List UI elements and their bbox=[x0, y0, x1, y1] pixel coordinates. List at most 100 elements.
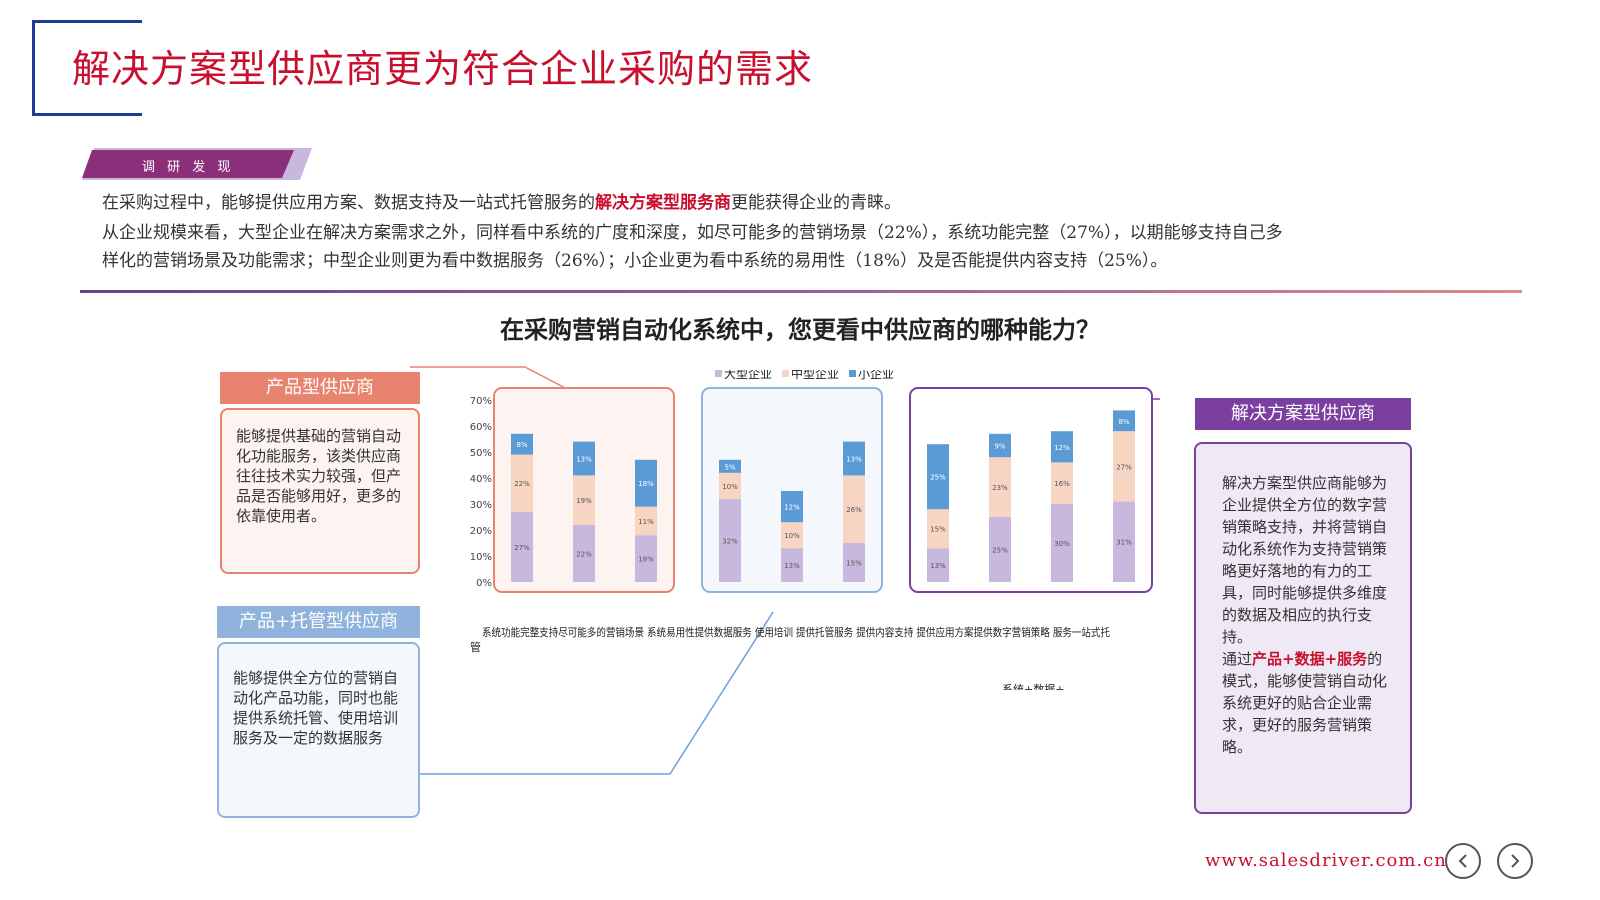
stacked-bar-chart: 0% 10% 20% 30% 40% 50% 60% 70% 大型企业 中型企业 小企业 27% 22%… bbox=[470, 370, 1153, 690]
y-tick-label: 50% bbox=[470, 448, 492, 459]
data-label: 10% bbox=[722, 483, 738, 491]
title-frame-bottom bbox=[32, 113, 142, 116]
y-tick-label: 60% bbox=[470, 422, 492, 433]
bar-segment bbox=[511, 454, 533, 512]
section-tag-banner bbox=[82, 148, 312, 180]
data-label: 15% bbox=[846, 560, 862, 568]
bar-segment bbox=[635, 535, 657, 582]
bar-segment bbox=[927, 509, 949, 549]
data-label: 8% bbox=[1118, 418, 1129, 426]
legend-swatch bbox=[782, 370, 789, 377]
bar-segment bbox=[927, 548, 949, 582]
bar-segment bbox=[781, 491, 803, 523]
bar-segment bbox=[781, 522, 803, 549]
solution-supplier-desc: 解决方案型供应商能够为企业提供全方位的数字营销策略支持，并将营销自动化系统作为支… bbox=[1222, 474, 1388, 646]
intro-line-1-tail: 更能获得企业的青睐。 bbox=[731, 193, 901, 213]
solution-supplier-desc-2: 通过产品+数据+服务的模式，能够使营销自动化系统更好的贴合企业需求，更好的服务营… bbox=[1222, 648, 1396, 758]
product-supplier-title: 产品型供应商 bbox=[220, 372, 420, 404]
bar-segment bbox=[843, 441, 865, 476]
chevron-right-icon bbox=[1511, 854, 1520, 868]
data-label: 19% bbox=[576, 497, 592, 505]
bar-segment bbox=[843, 475, 865, 543]
data-label: 25% bbox=[930, 474, 946, 482]
bar-segment bbox=[843, 543, 865, 582]
solution-supplier-title: 解决方案型供应商 bbox=[1195, 398, 1411, 430]
chart-group-panel bbox=[909, 387, 1153, 593]
data-label: 9% bbox=[994, 443, 1005, 451]
intro-line-1: 在采购过程中，能够提供应用方案、数据支持及一站式托管服务的解决方案型服务商更能获… bbox=[102, 188, 901, 218]
title-frame-top bbox=[32, 20, 142, 23]
bar-segment bbox=[1051, 462, 1073, 504]
prev-page-button[interactable] bbox=[1445, 843, 1481, 879]
legend-label: 小企业 bbox=[858, 370, 894, 381]
next-page-button[interactable] bbox=[1497, 843, 1533, 879]
solution-desc2-highlight: 产品+数据+服务 bbox=[1252, 650, 1368, 668]
data-label: 27% bbox=[1116, 463, 1132, 471]
data-label: 27% bbox=[514, 544, 530, 552]
bar-segment bbox=[573, 524, 595, 582]
data-label: 25% bbox=[992, 547, 1008, 555]
intro-line-1-text: 在采购过程中，能够提供应用方案、数据支持及一站式托管服务的 bbox=[102, 193, 595, 213]
bar-segment bbox=[781, 548, 803, 582]
legend-swatch bbox=[849, 370, 856, 377]
data-label: 10% bbox=[784, 532, 800, 540]
bar-segment bbox=[573, 441, 595, 476]
data-label: 22% bbox=[514, 480, 530, 488]
solution-supplier-box: 解决方案型供应商能够为企业提供全方位的数字营销策略支持，并将营销自动化系统作为支… bbox=[1194, 442, 1412, 814]
data-label: 26% bbox=[846, 506, 862, 514]
legend-label: 中型企业 bbox=[791, 370, 839, 381]
product-supplier-box: 能够提供基础的营销自动化功能服务，该类供应商往往技术实力较强，但产品是否能够用好… bbox=[220, 408, 420, 574]
chart-question: 在采购营销自动化系统中，您更看中供应商的哪种能力？ bbox=[500, 315, 1100, 344]
data-label: 22% bbox=[576, 550, 592, 558]
data-label: 32% bbox=[722, 537, 738, 545]
data-label: 16% bbox=[1054, 480, 1070, 488]
bar-segment bbox=[989, 457, 1011, 517]
data-label: 5% bbox=[724, 463, 735, 471]
intro-highlight: 解决方案型服务商 bbox=[595, 193, 731, 213]
bar-segment bbox=[635, 459, 657, 507]
bar-segment bbox=[511, 433, 533, 455]
intro-line-2: 从企业规模来看，大型企业在解决方案需求之外，同样看中系统的广度和深度，如尽可能多… bbox=[102, 223, 1283, 243]
data-label: 13% bbox=[846, 456, 862, 464]
bar-segment bbox=[1051, 431, 1073, 463]
category-labels: 系统功能完整支持尽可能多的营销场景 系统易用性提供数据服务 使用培训 提供托管服… bbox=[482, 625, 1110, 639]
y-tick-label: 70% bbox=[470, 396, 492, 407]
intro-line-3: 样化的营销场景及功能需求；中型企业则更为看中数据服务（26%）；小企业更为看中系… bbox=[102, 251, 1168, 271]
category-label-tail: 管 bbox=[470, 640, 481, 654]
y-tick-label: 40% bbox=[470, 474, 492, 485]
website-url[interactable]: www.salesdriver.com.cn bbox=[1205, 850, 1447, 871]
bar-segment bbox=[1113, 501, 1135, 582]
y-tick-label: 10% bbox=[470, 552, 492, 563]
bar-segment bbox=[719, 498, 741, 582]
bar-segment bbox=[719, 472, 741, 499]
page-title: 解决方案型供应商更为符合企业采购的需求 bbox=[72, 47, 814, 91]
title-frame-left bbox=[32, 20, 35, 116]
y-tick-label: 0% bbox=[476, 578, 492, 589]
data-label: 11% bbox=[638, 518, 654, 526]
hosted-supplier-box: 能够提供全方位的营销自动化产品功能，同时也能提供系统托管、使用培训服务及一定的数… bbox=[217, 642, 420, 818]
data-label: 15% bbox=[930, 526, 946, 534]
data-label: 18% bbox=[638, 556, 654, 564]
bar-segment bbox=[989, 517, 1011, 582]
data-label: 12% bbox=[1054, 444, 1070, 452]
data-label: 12% bbox=[784, 504, 800, 512]
bar-segment bbox=[719, 459, 741, 473]
data-label: 23% bbox=[992, 484, 1008, 492]
data-label: 13% bbox=[784, 562, 800, 570]
bar-segment bbox=[635, 506, 657, 536]
bar-segment bbox=[927, 444, 949, 510]
bar-segment bbox=[573, 475, 595, 525]
bar-segment bbox=[1051, 504, 1073, 582]
data-label: 31% bbox=[1116, 539, 1132, 547]
y-tick-label: 20% bbox=[470, 526, 492, 537]
data-label: 13% bbox=[930, 562, 946, 570]
extra-category-label: 系统+数据+ bbox=[1002, 682, 1064, 690]
chart-group-panel bbox=[701, 387, 883, 593]
solution-desc2-after: 的模式，能够使营销自动化系统更好的贴合企业需求，更好的服务营销策略。 bbox=[1222, 650, 1388, 756]
bar-segment bbox=[1113, 431, 1135, 502]
product-supplier-desc: 能够提供基础的营销自动化功能服务，该类供应商往往技术实力较强，但产品是否能够用好… bbox=[236, 427, 402, 525]
bar-segment bbox=[989, 433, 1011, 458]
legend-label: 大型企业 bbox=[724, 370, 772, 381]
legend-swatch bbox=[715, 370, 722, 377]
hosted-supplier-desc: 能够提供全方位的营销自动化产品功能，同时也能提供系统托管、使用培训服务及一定的数… bbox=[233, 669, 399, 747]
